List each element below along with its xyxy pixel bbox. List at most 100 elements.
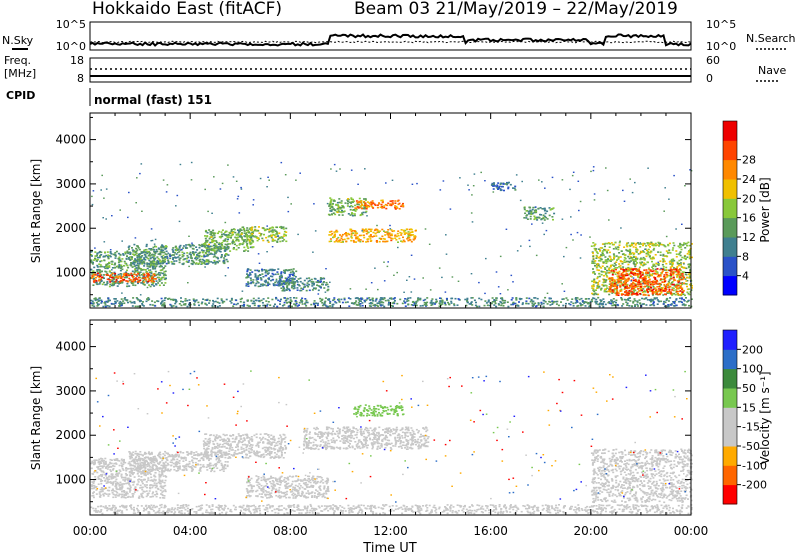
data-point	[140, 256, 143, 258]
data-point	[134, 280, 137, 283]
data-point	[682, 298, 685, 301]
data-point	[119, 254, 122, 256]
data-point	[184, 298, 187, 300]
data-point	[492, 188, 495, 190]
noise-point	[146, 286, 149, 289]
data-point	[271, 269, 274, 272]
data-point	[667, 305, 670, 307]
data-point	[409, 231, 412, 234]
data-point	[276, 226, 278, 229]
noise-point	[538, 179, 540, 181]
data-point	[292, 268, 295, 270]
data-point	[170, 305, 173, 308]
data-point	[387, 300, 390, 302]
data-point	[160, 282, 163, 284]
data-point	[660, 278, 662, 280]
data-point	[603, 290, 606, 293]
data-point	[535, 211, 538, 214]
data-point	[338, 214, 341, 216]
data-point	[645, 245, 647, 247]
noise-point	[541, 222, 544, 224]
data-point	[487, 299, 490, 301]
data-point	[123, 274, 126, 277]
data-point	[688, 250, 690, 252]
data-point	[396, 302, 399, 305]
data-point	[130, 264, 133, 267]
data-point	[98, 276, 101, 279]
data-point	[100, 260, 103, 262]
data-point	[204, 237, 207, 240]
data-point	[205, 304, 208, 306]
noise-point	[507, 289, 509, 291]
data-point	[617, 294, 620, 296]
noise-point	[324, 291, 327, 293]
noise-point	[572, 239, 574, 241]
noise-point	[578, 209, 580, 212]
data-point	[667, 300, 670, 302]
data-point	[644, 279, 647, 282]
data-point	[243, 232, 246, 234]
data-point	[550, 208, 553, 210]
nave-top-label: 60	[706, 54, 720, 67]
data-point	[286, 269, 289, 272]
data-point	[329, 302, 332, 304]
data-point	[152, 258, 155, 260]
data-point	[414, 302, 417, 305]
data-point	[181, 255, 184, 258]
data-point	[609, 291, 612, 293]
data-point	[565, 297, 568, 299]
data-point	[207, 245, 210, 247]
data-point	[328, 205, 331, 207]
data-point	[634, 278, 637, 281]
data-point	[620, 298, 623, 300]
data-point	[135, 274, 138, 276]
data-point	[540, 214, 543, 216]
data-point	[165, 245, 168, 248]
data-point	[595, 293, 598, 296]
data-point	[614, 283, 617, 286]
data-point	[92, 274, 95, 276]
data-point	[358, 197, 361, 200]
data-point	[653, 281, 656, 283]
data-point	[279, 278, 282, 281]
data-point	[331, 206, 333, 208]
noise-point	[212, 256, 215, 258]
data-point	[220, 247, 223, 249]
data-point	[104, 305, 107, 308]
data-point	[126, 282, 129, 285]
data-point	[241, 243, 244, 246]
data-point	[656, 279, 658, 282]
data-point	[382, 201, 384, 203]
data-point	[615, 299, 618, 302]
data-point	[598, 275, 601, 278]
data-point	[189, 245, 192, 247]
data-point	[675, 289, 678, 291]
data-point	[329, 197, 332, 199]
data-point	[217, 248, 220, 251]
data-point	[114, 252, 117, 254]
data-point	[506, 183, 509, 186]
data-point	[394, 200, 397, 202]
data-point	[397, 241, 399, 243]
data-point	[384, 203, 387, 206]
data-point	[633, 283, 636, 285]
data-point	[198, 254, 201, 257]
data-point	[152, 265, 154, 268]
data-point	[126, 250, 129, 252]
data-point	[237, 229, 239, 231]
data-point	[335, 229, 338, 232]
data-point	[595, 298, 598, 301]
data-point	[144, 276, 147, 279]
data-point	[154, 305, 157, 307]
data-point	[235, 239, 238, 242]
data-point	[670, 304, 672, 306]
data-point	[639, 281, 642, 283]
data-point	[663, 276, 666, 279]
data-point	[174, 245, 177, 248]
data-point	[549, 301, 552, 303]
data-point	[642, 280, 645, 282]
data-point	[135, 252, 138, 255]
noise-point	[190, 161, 193, 164]
data-point	[214, 232, 217, 234]
